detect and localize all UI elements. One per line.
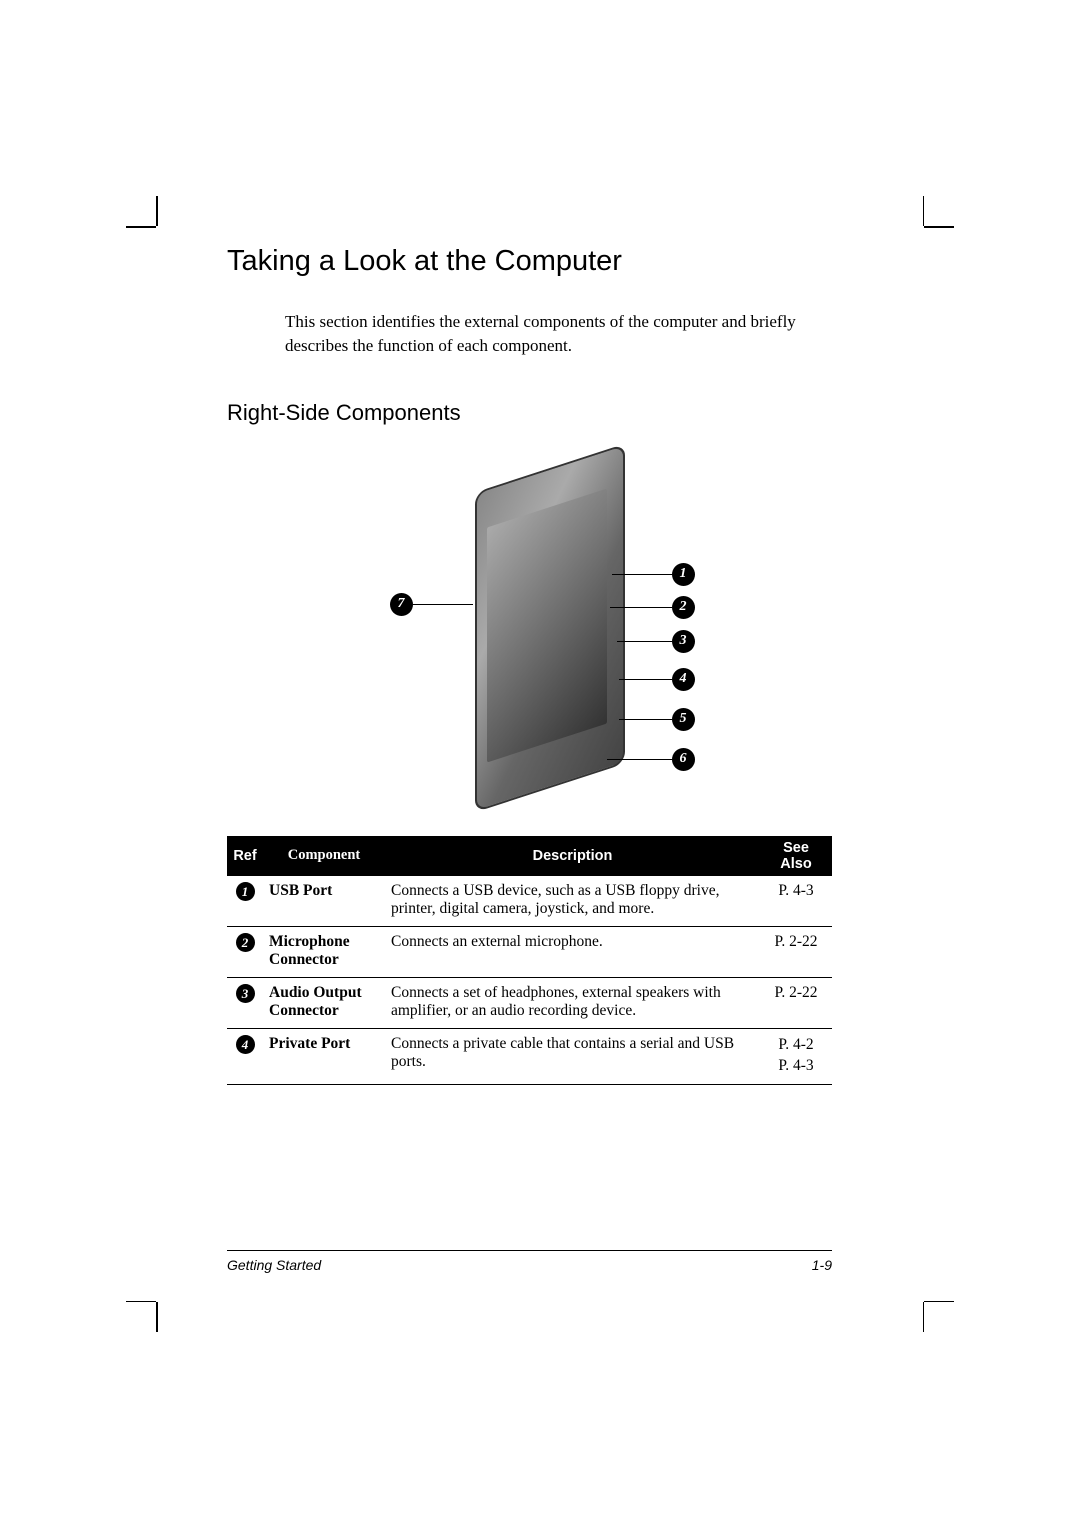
callout-line <box>413 604 473 606</box>
description-cell: Connects a private cable that contains a… <box>385 1028 760 1085</box>
components-table: Ref Component Description See Also 1 USB… <box>227 836 832 1086</box>
footer-page-number: 1-9 <box>812 1257 832 1273</box>
callout-line <box>619 679 672 681</box>
crop-mark <box>923 196 925 226</box>
crop-mark <box>126 1301 156 1303</box>
table-row: 3 Audio Output Connector Connects a set … <box>227 977 832 1028</box>
ref-cell: 3 <box>227 977 263 1028</box>
diagram-inner: 1 2 3 4 5 6 7 <box>365 458 695 798</box>
col-header-ref: Ref <box>227 836 263 876</box>
intro-paragraph: This section identifies the external com… <box>285 310 832 358</box>
callout-line <box>612 574 672 576</box>
callout-badge-7: 7 <box>390 593 413 616</box>
callout-badge-1: 1 <box>672 563 695 586</box>
ref-badge: 4 <box>236 1035 255 1054</box>
component-diagram: 1 2 3 4 5 6 7 <box>227 458 832 798</box>
component-cell: Audio Output Connector <box>263 977 385 1028</box>
crop-mark <box>156 1302 158 1332</box>
page-footer: Getting Started 1-9 <box>227 1250 832 1273</box>
callout-badge-3: 3 <box>672 630 695 653</box>
callout-line <box>617 641 672 643</box>
col-header-seealso: See Also <box>760 836 832 876</box>
seealso-cell: P. 2-22 <box>760 926 832 977</box>
crop-mark <box>923 1302 925 1332</box>
footer-section-name: Getting Started <box>227 1257 321 1273</box>
component-cell: Microphone Connector <box>263 926 385 977</box>
ref-badge: 2 <box>236 933 255 952</box>
seealso-cell: P. 4-3 <box>760 876 832 927</box>
crop-mark <box>126 226 156 228</box>
ref-badge: 1 <box>236 882 255 901</box>
callout-badge-6: 6 <box>672 748 695 771</box>
callout-line <box>607 759 672 761</box>
description-cell: Connects an external microphone. <box>385 926 760 977</box>
col-header-description: Description <box>385 836 760 876</box>
description-cell: Connects a USB device, such as a USB flo… <box>385 876 760 927</box>
description-cell: Connects a set of headphones, external s… <box>385 977 760 1028</box>
table-row: 2 Microphone Connector Connects an exter… <box>227 926 832 977</box>
page-content: Taking a Look at the Computer This secti… <box>227 245 832 1085</box>
callout-badge-4: 4 <box>672 668 695 691</box>
table-row: 4 Private Port Connects a private cable … <box>227 1028 832 1085</box>
col-header-component: Component <box>263 836 385 876</box>
crop-mark <box>156 196 158 226</box>
callout-badge-5: 5 <box>672 708 695 731</box>
seealso-cell: P. 2-22 <box>760 977 832 1028</box>
table-row: 1 USB Port Connects a USB device, such a… <box>227 876 832 927</box>
component-cell: Private Port <box>263 1028 385 1085</box>
callout-badge-2: 2 <box>672 596 695 619</box>
ref-badge: 3 <box>236 984 255 1003</box>
callout-line <box>610 607 672 609</box>
callout-line <box>619 719 672 721</box>
component-cell: USB Port <box>263 876 385 927</box>
device-screen <box>487 488 607 762</box>
section-heading: Taking a Look at the Computer <box>227 245 832 278</box>
crop-mark <box>924 226 954 228</box>
seealso-cell: P. 4-2P. 4-3 <box>760 1028 832 1085</box>
crop-mark <box>924 1301 954 1303</box>
ref-cell: 1 <box>227 876 263 927</box>
table-header-row: Ref Component Description See Also <box>227 836 832 876</box>
ref-cell: 2 <box>227 926 263 977</box>
subsection-heading: Right-Side Components <box>227 400 832 426</box>
ref-cell: 4 <box>227 1028 263 1085</box>
